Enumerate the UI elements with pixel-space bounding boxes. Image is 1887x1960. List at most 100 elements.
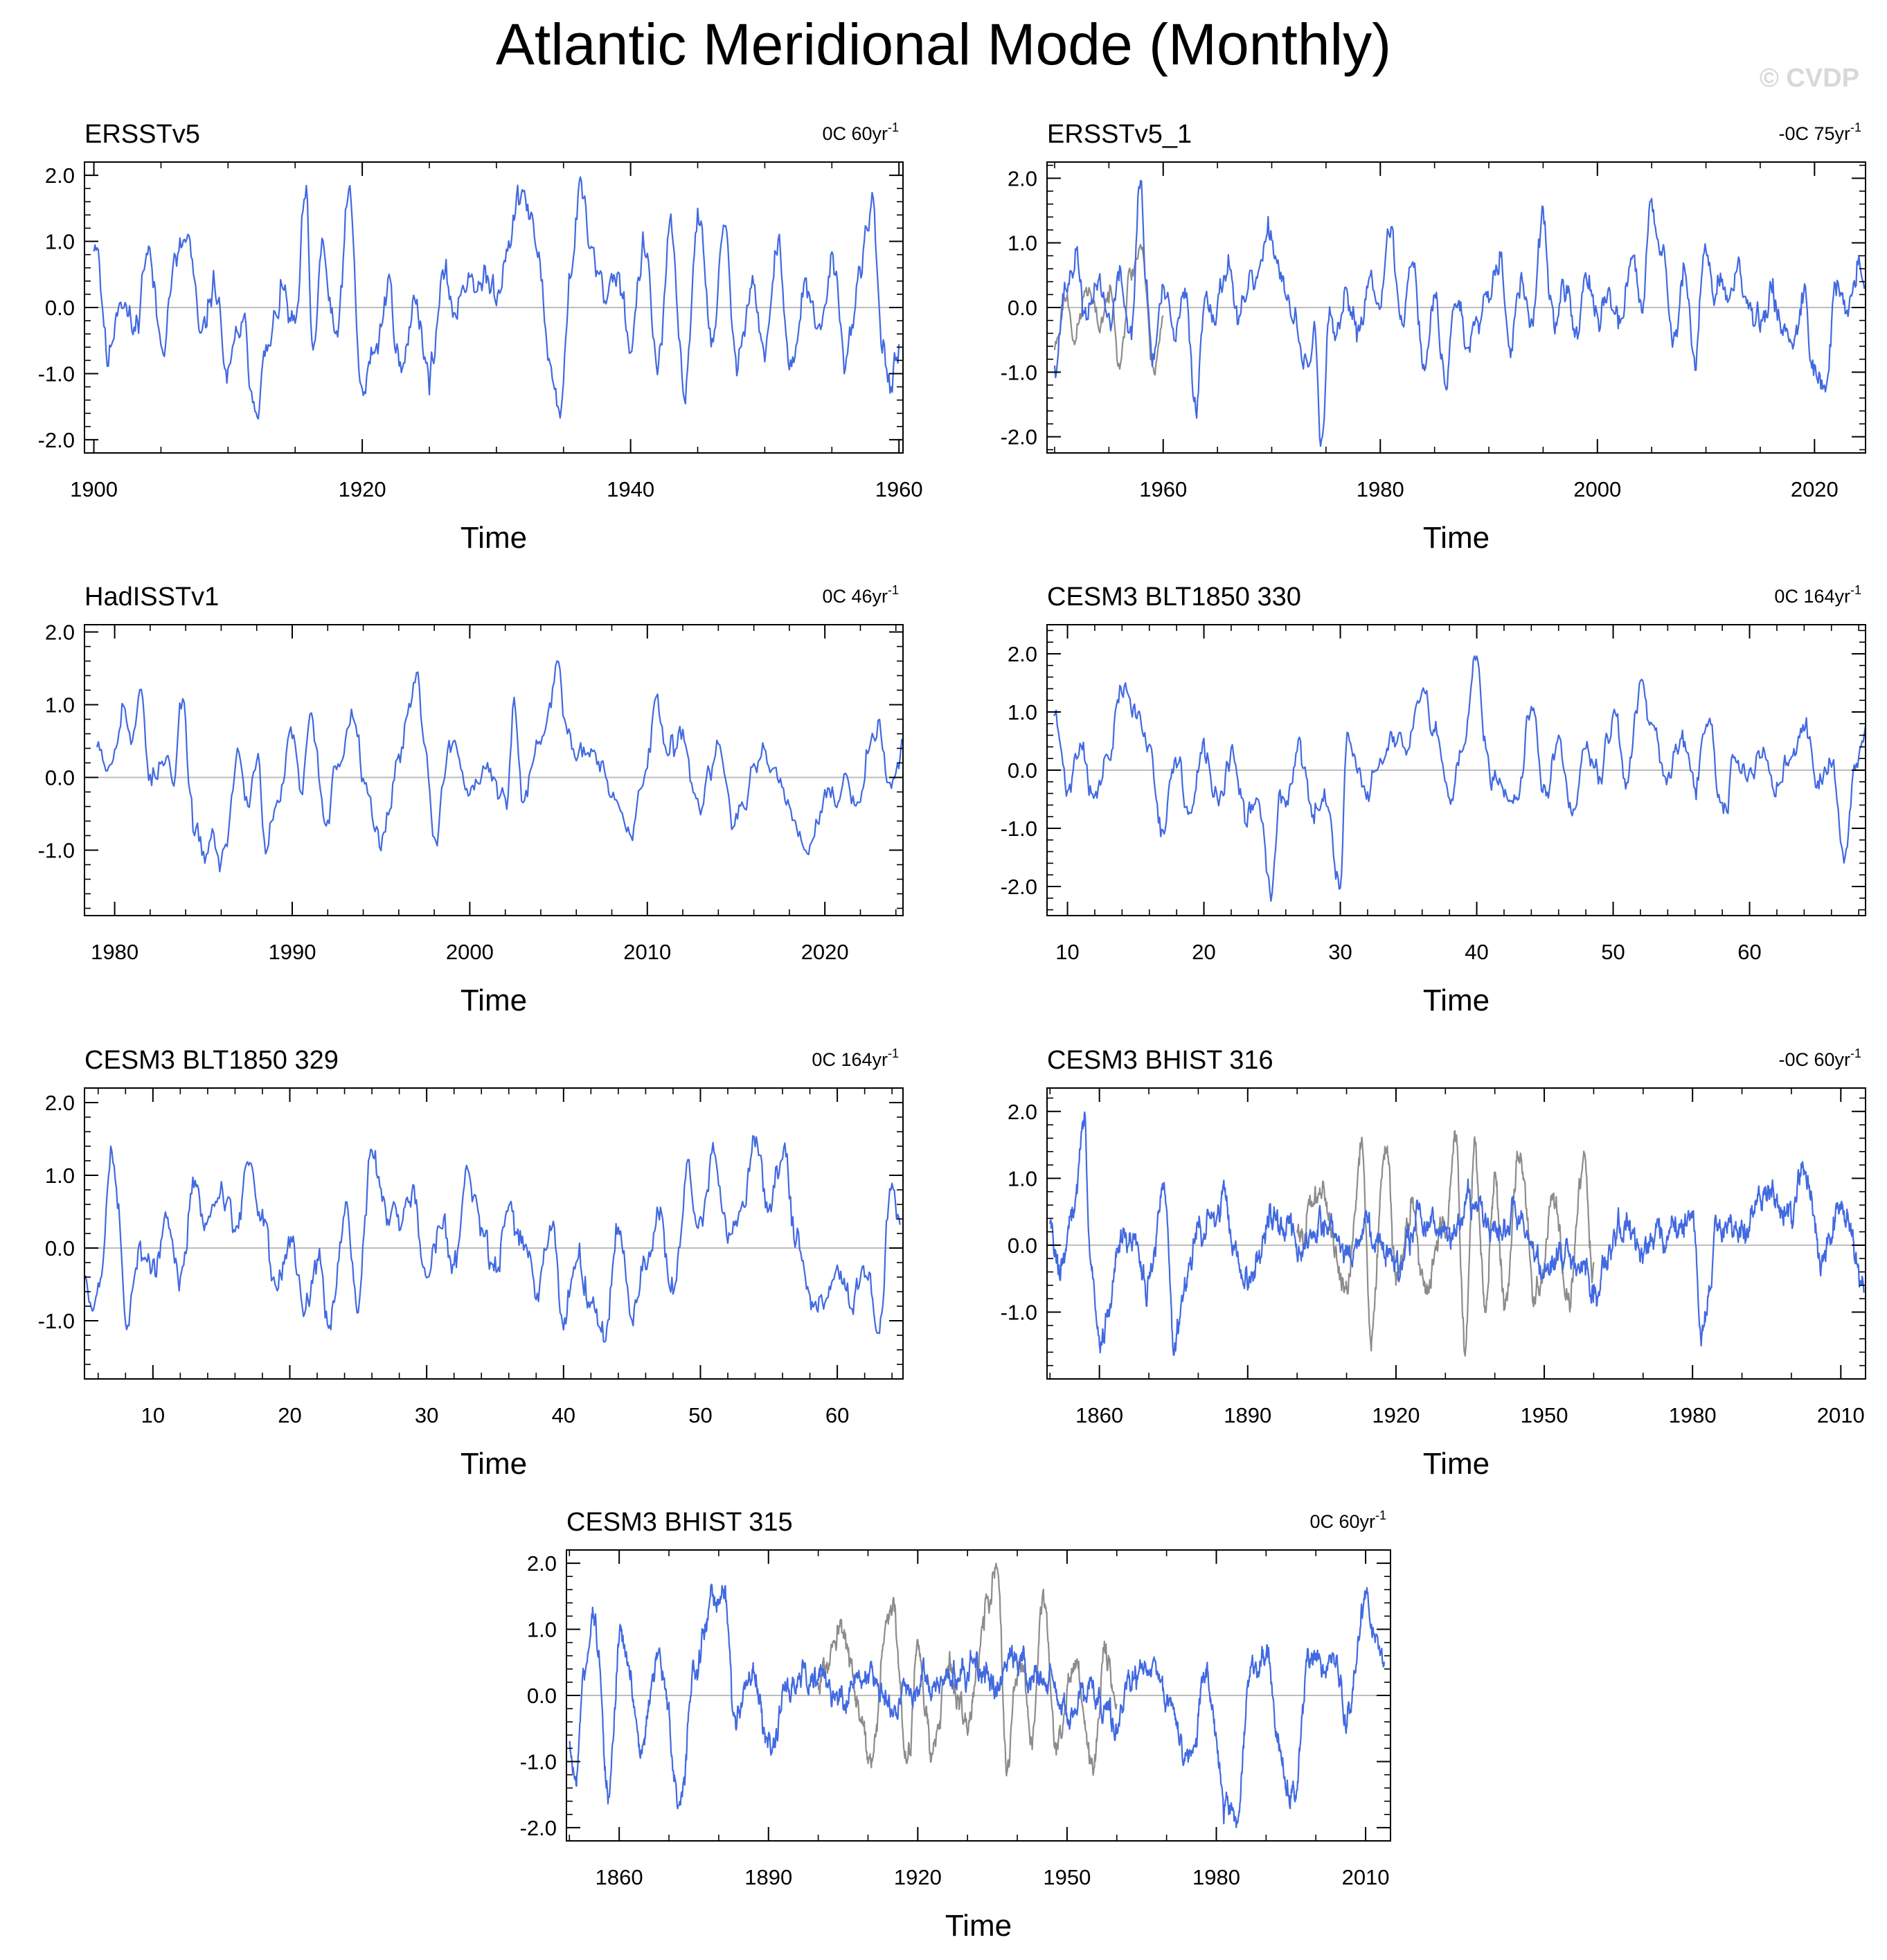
x-tick-label: 10 bbox=[1055, 940, 1079, 964]
panel-title: CESM3 BHIST 316 bbox=[1047, 1046, 1273, 1075]
x-tick-label: 1980 bbox=[1669, 1403, 1717, 1427]
trend-label: 0C 164yr-1 bbox=[1774, 583, 1861, 607]
panel-3: -1.0 0.0 1.0 2.0 1980 1990 2000 2010 2020 HadISST… bbox=[38, 582, 904, 1017]
x-tick-label: 1890 bbox=[1224, 1403, 1271, 1427]
trend-label: -0C 75yr-1 bbox=[1778, 121, 1861, 144]
y-tick-label: 1.0 bbox=[1008, 231, 1037, 256]
x-tick-label: 60 bbox=[825, 1403, 849, 1427]
series-line bbox=[84, 1135, 901, 1343]
x-axis-label: Time bbox=[460, 1447, 527, 1481]
panel-title: CESM3 BLT1850 330 bbox=[1047, 582, 1301, 612]
y-tick-label: 1.0 bbox=[45, 1164, 75, 1188]
x-axis-label: Time bbox=[945, 1909, 1012, 1943]
y-tick-label: 2.0 bbox=[45, 1091, 75, 1115]
x-tick-label: 2010 bbox=[1342, 1865, 1390, 1889]
plot-frame bbox=[1046, 1087, 1866, 1380]
panel-1: -2.0 -1.0 0.0 1.0 2.0 1900 1920 1940 1960 ERSSTv5… bbox=[38, 120, 923, 555]
x-tick-label: 1950 bbox=[1521, 1403, 1568, 1427]
x-tick-label: 1960 bbox=[875, 477, 923, 501]
x-tick-label: 1860 bbox=[1075, 1403, 1123, 1427]
panel-title: CESM3 BLT1850 329 bbox=[84, 1046, 339, 1075]
x-tick-label: 30 bbox=[1328, 940, 1352, 964]
copyright-label: © CVDP bbox=[1759, 64, 1859, 93]
secondary-series-line bbox=[817, 1562, 1118, 1776]
y-tick-label: -1.0 bbox=[38, 839, 75, 863]
y-tick-label: 0.0 bbox=[1008, 1233, 1037, 1258]
y-tick-label: -1.0 bbox=[1001, 360, 1037, 384]
x-tick-label: 60 bbox=[1737, 940, 1761, 964]
series-line bbox=[1049, 1111, 1866, 1356]
y-tick-label: -1.0 bbox=[38, 362, 75, 386]
y-tick-label: 0.0 bbox=[45, 1236, 75, 1260]
x-tick-label: 40 bbox=[1465, 940, 1488, 964]
x-axis-label: Time bbox=[460, 983, 527, 1017]
y-tick-label: -1.0 bbox=[520, 1749, 557, 1774]
x-tick-label: 2010 bbox=[623, 940, 671, 964]
x-tick-label: 1920 bbox=[1372, 1403, 1420, 1427]
x-tick-label: 2020 bbox=[801, 940, 849, 964]
x-tick-label: 30 bbox=[415, 1403, 438, 1427]
x-tick-label: 2010 bbox=[1817, 1403, 1865, 1427]
series-line bbox=[96, 660, 903, 873]
trend-label: 0C 46yr-1 bbox=[822, 583, 899, 607]
y-tick-label: 1.0 bbox=[527, 1618, 557, 1642]
x-tick-label: 50 bbox=[688, 1403, 712, 1427]
plot-frame bbox=[84, 624, 904, 916]
y-tick-label: 1.0 bbox=[45, 230, 75, 254]
secondary-series-line bbox=[1296, 1130, 1595, 1357]
x-tick-label: 40 bbox=[552, 1403, 575, 1427]
panel-4: -2.0 -1.0 0.0 1.0 2.0 10 20 30 40 50 60 CESM3 BLT18… bbox=[1001, 582, 1866, 1017]
y-tick-label: -2.0 bbox=[1001, 425, 1037, 449]
plot-frame bbox=[84, 1087, 904, 1380]
x-axis-label: Time bbox=[1423, 983, 1490, 1017]
x-tick-label: 1860 bbox=[596, 1865, 643, 1889]
x-tick-label: 1980 bbox=[1192, 1865, 1240, 1889]
y-tick-label: 2.0 bbox=[1008, 1100, 1037, 1124]
y-tick-label: 2.0 bbox=[45, 621, 75, 645]
series-line bbox=[1053, 655, 1866, 902]
y-tick-label: 1.0 bbox=[45, 693, 75, 718]
x-tick-label: 2000 bbox=[446, 940, 494, 964]
x-tick-label: 1920 bbox=[339, 477, 386, 501]
x-axis-label: Time bbox=[1423, 521, 1490, 555]
panel-title: CESM3 BHIST 315 bbox=[566, 1508, 793, 1537]
panel-7: -2.0 -1.0 0.0 1.0 2.0 1860 1890 1920 1950 1980 201… bbox=[520, 1508, 1391, 1943]
y-tick-label: 2.0 bbox=[1008, 166, 1037, 190]
x-tick-label: 2020 bbox=[1791, 477, 1839, 501]
y-tick-label: 0.0 bbox=[1008, 296, 1037, 320]
panel-title: ERSSTv5 bbox=[84, 120, 200, 149]
x-axis-label: Time bbox=[460, 521, 527, 555]
y-tick-label: 1.0 bbox=[1008, 1166, 1037, 1191]
x-tick-label: 20 bbox=[1192, 940, 1215, 964]
y-tick-label: 2.0 bbox=[1008, 642, 1037, 666]
x-tick-label: 1960 bbox=[1139, 477, 1187, 501]
y-tick-label: 0.0 bbox=[527, 1684, 557, 1708]
series-line bbox=[1053, 179, 1866, 447]
secondary-series-line bbox=[1053, 244, 1164, 376]
y-tick-label: -2.0 bbox=[38, 428, 75, 452]
x-tick-label: 1920 bbox=[894, 1865, 942, 1889]
series-line bbox=[93, 176, 900, 420]
y-tick-label: -2.0 bbox=[1001, 875, 1037, 899]
trend-label: 0C 60yr-1 bbox=[1309, 1508, 1386, 1532]
panel-5: -1.0 0.0 1.0 2.0 10 20 30 40 50 60 CESM3 BLT1850 3… bbox=[38, 1046, 904, 1481]
x-tick-label: 20 bbox=[278, 1403, 301, 1427]
y-tick-label: 0.0 bbox=[45, 296, 75, 320]
panel-title: ERSSTv5_1 bbox=[1047, 120, 1192, 149]
figure-title: Atlantic Meridional Mode (Monthly) bbox=[495, 12, 1392, 77]
y-tick-label: -1.0 bbox=[38, 1309, 75, 1333]
x-tick-label: 1990 bbox=[269, 940, 316, 964]
x-tick-label: 50 bbox=[1601, 940, 1625, 964]
y-tick-label: 1.0 bbox=[1008, 700, 1037, 724]
x-axis-label: Time bbox=[1423, 1447, 1490, 1481]
x-tick-label: 1980 bbox=[91, 940, 138, 964]
x-tick-label: 2000 bbox=[1573, 477, 1621, 501]
y-tick-label: 0.0 bbox=[45, 766, 75, 790]
y-tick-label: 2.0 bbox=[527, 1551, 557, 1576]
trend-label: -0C 60yr-1 bbox=[1778, 1046, 1861, 1070]
x-tick-label: 1900 bbox=[70, 477, 118, 501]
panel-6: -1.0 0.0 1.0 2.0 1860 1890 1920 1950 1980 2010 CES… bbox=[1001, 1046, 1866, 1481]
y-tick-label: -2.0 bbox=[520, 1816, 557, 1840]
